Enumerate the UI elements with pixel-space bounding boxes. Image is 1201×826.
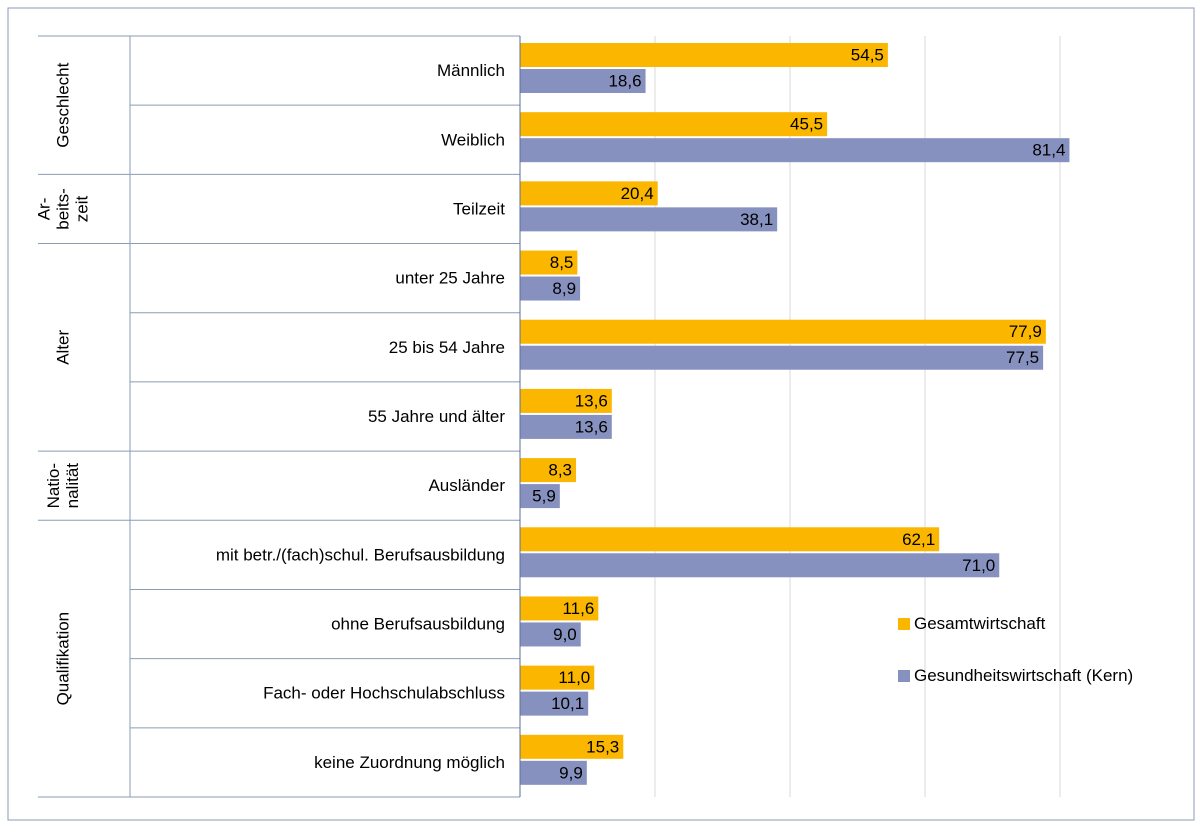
bar xyxy=(520,112,828,137)
legend-swatch xyxy=(898,670,910,682)
value-label: 45,5 xyxy=(790,115,823,134)
category-label: 25 bis 54 Jahre xyxy=(389,338,505,357)
value-label: 81,4 xyxy=(1032,141,1065,160)
bar xyxy=(520,345,1044,370)
bar xyxy=(520,43,888,67)
value-label: 20,4 xyxy=(621,184,654,203)
legend-swatch xyxy=(898,618,910,630)
group-label: zeit xyxy=(72,195,91,222)
value-label: 18,6 xyxy=(608,71,641,90)
group-label: Qualifikation xyxy=(53,612,72,706)
group-label: Ar- xyxy=(34,198,53,221)
category-label: Teilzeit xyxy=(453,199,505,218)
bar xyxy=(520,319,1046,344)
bar xyxy=(520,553,1000,578)
category-label: 55 Jahre und älter xyxy=(368,407,505,426)
bar xyxy=(520,69,646,93)
category-label: unter 25 Jahre xyxy=(395,269,505,288)
value-label: 8,3 xyxy=(548,461,572,480)
value-label: 9,0 xyxy=(553,625,577,644)
group-label: Natio- xyxy=(44,463,63,508)
value-label: 8,5 xyxy=(550,253,574,272)
bar xyxy=(520,414,612,439)
group-label: nalität xyxy=(63,463,82,509)
bar xyxy=(520,458,577,483)
value-label: 54,5 xyxy=(851,45,884,64)
value-label: 5,9 xyxy=(532,487,556,506)
value-label: 10,1 xyxy=(551,694,584,713)
group-label: Alter xyxy=(53,330,72,365)
bar xyxy=(520,207,778,232)
legend-item: Gesamtwirtschaft xyxy=(898,613,1138,635)
group-label: beits- xyxy=(53,188,72,230)
category-label: Männlich xyxy=(437,61,505,80)
category-label: keine Zuordnung möglich xyxy=(314,753,505,772)
value-label: 13,6 xyxy=(575,391,608,410)
legend-label: Gesamtwirtschaft xyxy=(914,614,1046,633)
value-label: 9,9 xyxy=(559,763,583,782)
category-label: Fach- oder Hochschulabschluss xyxy=(263,684,505,703)
category-label: ohne Berufsausbildung xyxy=(331,615,505,634)
bar xyxy=(520,276,581,301)
value-label: 38,1 xyxy=(740,210,773,229)
bar xyxy=(520,622,581,647)
category-label: mit betr./(fach)schul. Berufsausbildung xyxy=(216,545,505,564)
value-label: 11,6 xyxy=(562,599,594,618)
bar xyxy=(520,181,658,206)
value-label: 11,0 xyxy=(558,668,590,687)
category-label: Weiblich xyxy=(441,130,505,149)
bar xyxy=(520,691,589,716)
legend-item: Gesundheitswirtschaft (Kern) xyxy=(898,665,1138,687)
group-label: Geschlecht xyxy=(53,62,72,147)
value-label: 77,5 xyxy=(1006,348,1039,367)
bar xyxy=(520,138,1070,163)
value-label: 71,0 xyxy=(962,556,995,575)
category-label: Ausländer xyxy=(428,476,505,495)
value-label: 15,3 xyxy=(586,737,619,756)
bar xyxy=(520,665,595,690)
bar xyxy=(520,596,599,621)
value-label: 62,1 xyxy=(902,530,935,549)
bar xyxy=(520,388,612,413)
value-label: 77,9 xyxy=(1009,322,1042,341)
frame xyxy=(7,7,1195,821)
bar xyxy=(520,250,578,275)
bar xyxy=(520,734,624,759)
bar xyxy=(520,484,560,509)
value-label: 8,9 xyxy=(552,279,576,298)
legend-label: Gesundheitswirtschaft (Kern) xyxy=(914,666,1134,685)
bar xyxy=(520,760,587,785)
value-label: 13,6 xyxy=(575,417,608,436)
bar xyxy=(520,527,940,552)
